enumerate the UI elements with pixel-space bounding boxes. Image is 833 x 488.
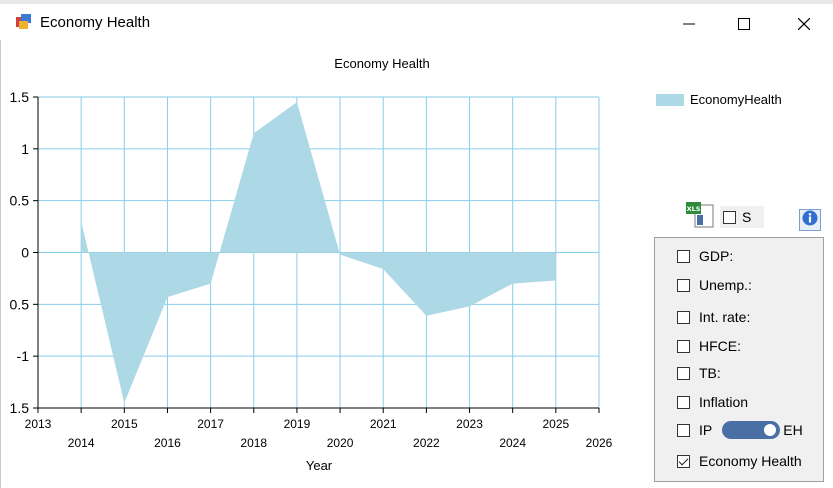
x-tick-label: 2017 — [197, 417, 224, 431]
x-tick-label: 2021 — [370, 417, 397, 431]
economy-health-chart: Economy Health 1.5 1 0.5 0 0.5 -1 1.5 2013 2015… — [10, 56, 613, 473]
indicator-economy-health[interactable]: Economy Health — [677, 453, 802, 469]
interest-rate-checkbox[interactable] — [677, 310, 690, 324]
x-tick-label: 2015 — [111, 417, 138, 431]
x-tick-label: 2026 — [586, 436, 613, 450]
inflation-label: Inflation — [699, 394, 749, 410]
y-tick-label: 1 — [21, 141, 29, 157]
ip-checkbox[interactable] — [677, 423, 690, 437]
gdp-label: GDP: — [699, 248, 734, 264]
inflation-checkbox[interactable] — [677, 395, 690, 409]
indicator-gdp[interactable]: GDP: — [677, 248, 733, 264]
interest-rate-label: Int. rate: — [699, 309, 751, 325]
chart-series-area — [81, 102, 556, 403]
indicator-inflation[interactable]: Inflation — [677, 394, 748, 410]
x-tick-label: 2023 — [456, 417, 483, 431]
x-tick-label: 2018 — [240, 436, 267, 450]
x-axis-ticks: 2013 2015 2017 2019 2021 2023 2025 2014 2016 2018… — [25, 408, 613, 450]
eh-label: EH — [783, 422, 803, 438]
s-checkbox[interactable] — [723, 210, 736, 224]
x-tick-label: 2013 — [25, 417, 52, 431]
hfce-checkbox[interactable] — [677, 339, 690, 353]
x-tick-label: 2025 — [542, 417, 569, 431]
x-tick-label: 2019 — [284, 417, 311, 431]
y-tick-label: 1.5 — [10, 400, 30, 416]
y-tick-label: 0.5 — [10, 193, 30, 209]
excel-export-icon[interactable]: XLS — [686, 201, 716, 229]
y-axis-ticks: 1.5 1 0.5 0 0.5 -1 1.5 — [10, 89, 38, 416]
hfce-label: HFCE: — [699, 338, 741, 354]
svg-text:XLS: XLS — [687, 205, 701, 213]
indicator-unemployment[interactable]: Unemp.: — [677, 277, 752, 293]
close-icon — [798, 18, 810, 30]
maximize-icon — [738, 18, 750, 30]
chart-title: Economy Health — [334, 56, 429, 71]
legend-label: EconomyHealth — [690, 92, 782, 107]
close-button[interactable] — [781, 8, 827, 40]
ip-label: IP — [699, 422, 713, 438]
indicator-hfce[interactable]: HFCE: — [677, 338, 741, 354]
s-label: S — [742, 209, 752, 225]
y-tick-label: 0.5 — [10, 296, 30, 312]
y-tick-label: 1.5 — [10, 89, 30, 105]
s-option[interactable]: S — [720, 206, 764, 228]
minimize-button[interactable] — [666, 8, 712, 40]
indicator-interest-rate[interactable]: Int. rate: — [677, 309, 750, 325]
x-tick-label: 2022 — [413, 436, 440, 450]
toggle-knob[interactable] — [764, 424, 777, 436]
tb-checkbox[interactable] — [677, 366, 690, 380]
legend-swatch — [656, 93, 684, 106]
x-tick-label: 2024 — [499, 436, 526, 450]
minimize-icon — [683, 18, 695, 30]
unemployment-checkbox[interactable] — [677, 278, 690, 292]
background-window-strip — [0, 0, 833, 4]
y-tick-label: -1 — [17, 348, 30, 364]
app-window-icon — [16, 14, 32, 30]
x-tick-label: 2016 — [154, 436, 181, 450]
chart-legend: EconomyHealth — [656, 92, 782, 107]
x-tick-label: 2020 — [327, 436, 354, 450]
tb-label: TB: — [699, 365, 721, 381]
unemployment-label: Unemp.: — [699, 277, 752, 293]
economy-health-label: Economy Health — [699, 453, 802, 469]
x-axis-label: Year — [306, 458, 333, 473]
series-area-economyhealth — [81, 102, 556, 403]
economy-health-checkbox[interactable] — [677, 454, 690, 468]
info-icon — [802, 210, 818, 231]
indicator-panel: GDP: Unemp.: Int. rate: HFCE: TB: Inflat… — [654, 237, 824, 482]
y-tick-label: 0 — [21, 245, 29, 261]
info-button[interactable] — [799, 209, 821, 231]
window-title: Economy Health — [40, 14, 151, 31]
ip-eh-toggle[interactable] — [722, 421, 781, 439]
x-tick-label: 2014 — [68, 436, 95, 450]
window-left-border — [0, 40, 1, 488]
indicator-tb[interactable]: TB: — [677, 365, 721, 381]
gdp-checkbox[interactable] — [677, 249, 690, 263]
title-bar: Economy Health — [0, 4, 833, 40]
maximize-button[interactable] — [721, 8, 767, 40]
indicator-ip-eh[interactable]: IP EH — [677, 421, 803, 439]
